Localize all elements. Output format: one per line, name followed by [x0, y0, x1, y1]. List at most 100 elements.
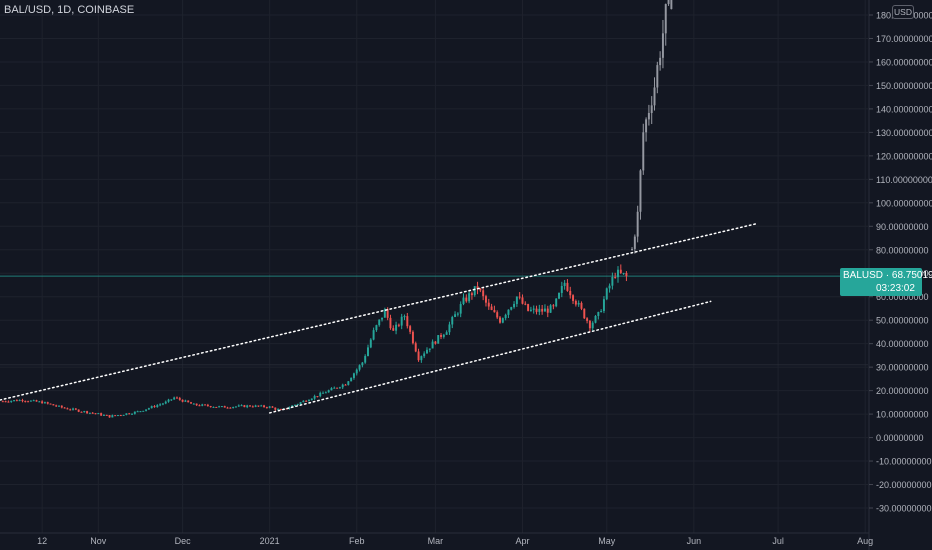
candle	[80, 411, 83, 413]
upper-channel-trendline	[0, 223, 757, 401]
candle	[440, 335, 443, 337]
candle	[299, 402, 302, 404]
candle	[102, 414, 105, 416]
projection-candle	[664, 4, 667, 34]
candle	[246, 405, 249, 408]
candle	[355, 369, 358, 374]
candle	[392, 328, 395, 331]
candle	[13, 400, 16, 402]
candle	[164, 401, 167, 404]
candle	[549, 305, 552, 313]
candle	[293, 404, 296, 406]
candle	[406, 316, 409, 327]
candle	[10, 400, 13, 402]
candle	[428, 348, 431, 350]
candle	[605, 288, 608, 300]
candle	[465, 297, 468, 302]
candle	[277, 409, 280, 411]
candle	[482, 290, 485, 297]
candle	[178, 398, 181, 400]
projection-candle	[642, 132, 645, 171]
candle	[167, 399, 170, 402]
candle	[296, 403, 299, 405]
candle	[347, 381, 350, 385]
candle	[229, 407, 232, 409]
candle	[361, 362, 364, 366]
price-axis-label: 120.00000000	[876, 151, 932, 161]
candle	[619, 269, 622, 273]
candle	[60, 405, 63, 408]
candle	[476, 286, 479, 289]
candle	[577, 302, 580, 305]
candle	[218, 406, 221, 408]
candle	[212, 406, 215, 408]
projection-candle	[636, 211, 639, 237]
candle	[91, 412, 94, 414]
candle	[470, 293, 473, 296]
candle	[527, 304, 530, 311]
last-price-symbol: BALUSD	[843, 270, 884, 281]
candle	[400, 316, 403, 326]
candle	[420, 356, 423, 361]
candle	[15, 400, 18, 402]
candle	[411, 331, 414, 344]
candle	[513, 303, 516, 308]
price-axis-label: 150.00000000	[876, 81, 932, 91]
candle	[608, 285, 611, 289]
projection-candle	[667, 0, 670, 5]
candle	[521, 297, 524, 304]
candle	[204, 404, 207, 406]
candle	[594, 315, 597, 323]
candle	[316, 396, 319, 398]
candle	[479, 288, 482, 291]
candle	[63, 407, 66, 409]
candle	[409, 326, 412, 332]
candle	[580, 302, 583, 309]
candle	[190, 402, 192, 404]
candle	[543, 308, 546, 312]
candle	[336, 387, 339, 389]
candle	[159, 404, 162, 406]
currency-badge[interactable]: USD	[892, 5, 914, 19]
candle	[389, 317, 392, 329]
candle	[403, 316, 406, 318]
candle	[381, 317, 384, 320]
candle	[147, 408, 150, 410]
candle	[459, 304, 462, 314]
candle	[41, 401, 44, 404]
bar-countdown: 03:23:02	[876, 283, 915, 294]
projection-candle	[670, 0, 673, 10]
candle	[529, 309, 532, 311]
projection-candle	[653, 87, 656, 106]
candle	[105, 414, 108, 416]
candle	[541, 308, 544, 312]
candle	[114, 415, 117, 417]
candle	[100, 413, 103, 416]
candle	[341, 384, 344, 388]
candle	[52, 404, 55, 406]
projection-candle	[631, 248, 634, 250]
candle	[434, 341, 437, 344]
candle	[600, 311, 603, 313]
candle	[94, 413, 97, 415]
time-axis-label: Dec	[175, 536, 192, 546]
candle	[195, 403, 198, 406]
candle	[192, 403, 195, 405]
projection-candle	[647, 113, 650, 120]
candle	[125, 413, 128, 415]
candle	[43, 402, 46, 404]
projection-candle	[659, 57, 662, 66]
candle	[145, 409, 148, 411]
symbol-title[interactable]: BAL/USD, 1D, COINBASE	[4, 4, 135, 16]
candle	[501, 318, 504, 323]
lower-channel-trendline	[268, 300, 712, 414]
price-axis-label: 40.00000000	[876, 339, 929, 349]
candle	[617, 269, 619, 278]
candle	[602, 299, 605, 312]
candle	[364, 356, 367, 363]
time-axis-label: Feb	[349, 536, 365, 546]
candle	[524, 303, 527, 305]
